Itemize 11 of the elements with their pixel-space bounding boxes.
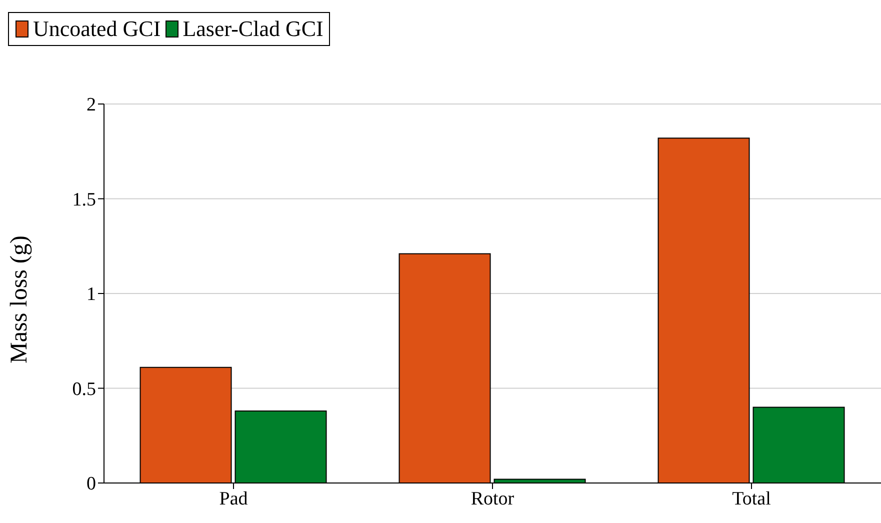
y-tick-label: 0 <box>86 474 96 495</box>
y-tick-label: 0.5 <box>72 378 96 400</box>
y-axis-title: Mass loss (g) <box>6 235 33 364</box>
legend-label: Laser-Clad GCI <box>182 16 324 42</box>
x-tick-label: Pad <box>219 488 248 510</box>
x-tick-label: Total <box>732 488 771 510</box>
legend-label: Uncoated GCI <box>32 16 161 42</box>
x-tick-label: Rotor <box>470 488 515 510</box>
y-tick-label: 1 <box>86 284 96 306</box>
y-tick-label: 2 <box>86 94 96 116</box>
y-tick-label: 1.5 <box>72 189 96 210</box>
